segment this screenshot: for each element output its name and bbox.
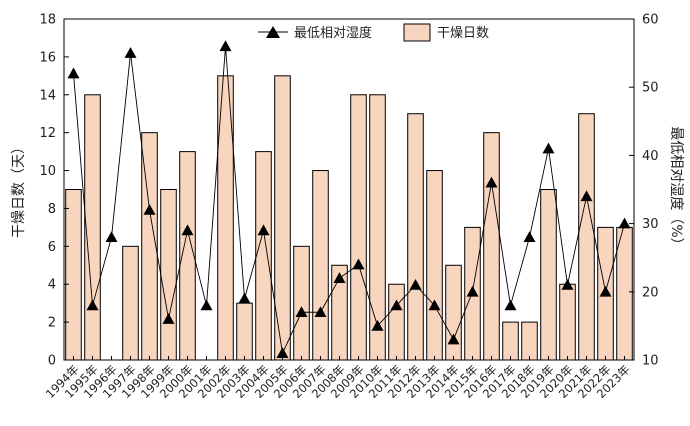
y2-tick-label: 60 [642, 13, 659, 28]
bar [407, 113, 424, 361]
bar [350, 94, 367, 361]
humidity-marker [390, 299, 403, 311]
humidity-marker [599, 285, 612, 297]
legend-triangle-marker [266, 26, 280, 38]
axes-layer [63, 18, 635, 361]
y-tick-label: 0 [48, 354, 56, 369]
bar [255, 151, 272, 361]
humidity-marker [162, 313, 175, 324]
y-tick-label: 10 [39, 164, 56, 179]
legend-bar-swatch [403, 23, 431, 42]
y2-tick-label: 40 [642, 149, 659, 164]
line-layer [67, 40, 631, 358]
humidity-marker [371, 319, 384, 331]
y2-tick-label: 10 [642, 354, 659, 369]
y-tick-label: 14 [39, 88, 56, 103]
y-tick-label: 4 [48, 278, 56, 293]
humidity-marker [86, 299, 99, 311]
humidity-marker [219, 40, 232, 52]
bar [312, 170, 329, 361]
bar [426, 170, 443, 361]
bar [388, 283, 405, 361]
bar [236, 302, 253, 361]
humidity-marker [200, 299, 213, 311]
legend: 最低相对湿度 干燥日数 [258, 23, 489, 42]
humidity-marker [447, 333, 460, 345]
y2-axis-label: 最低相对湿度（%） [668, 126, 684, 251]
humidity-marker [618, 217, 631, 229]
y-tick-label: 2 [48, 316, 56, 331]
bar [65, 189, 82, 361]
bar [578, 113, 595, 361]
humidity-marker [504, 299, 517, 311]
humidity-marker [105, 231, 118, 243]
plot-frame [63, 18, 635, 361]
y-tick-label: 18 [39, 13, 56, 28]
humidity-line [73, 46, 625, 355]
bar [293, 245, 310, 361]
humidity-marker [561, 278, 574, 290]
bar [84, 94, 101, 361]
y2-tick-label: 50 [642, 81, 659, 96]
bar [122, 245, 139, 361]
y-tick-label: 16 [39, 50, 56, 65]
y2-tick-label: 20 [642, 285, 659, 300]
humidity-marker [67, 67, 80, 79]
bar [540, 189, 557, 361]
humidity-marker [580, 190, 593, 202]
bar [445, 264, 462, 361]
humidity-marker [295, 306, 308, 318]
humidity-marker [143, 203, 156, 215]
humidity-marker [352, 258, 365, 270]
humidity-marker [523, 231, 536, 243]
bar [521, 321, 538, 361]
humidity-marker [428, 299, 441, 311]
bars-layer [65, 75, 633, 361]
bar [616, 226, 633, 361]
bar [483, 132, 500, 361]
humidity-marker [314, 306, 327, 318]
humidity-marker [409, 278, 422, 290]
legend-line-label: 最低相对湿度 [294, 25, 372, 41]
humidity-marker [257, 224, 270, 236]
humidity-marker [333, 272, 346, 283]
humidity-marker [238, 292, 251, 304]
humidity-marker [485, 176, 498, 188]
humidity-marker [124, 47, 137, 58]
bar [559, 283, 576, 361]
humidity-marker [276, 347, 289, 358]
y2-tick-label: 30 [642, 217, 659, 232]
bar [160, 189, 177, 361]
humidity-marker [181, 224, 194, 236]
humidity-marker [542, 142, 555, 154]
legend-bar-label: 干燥日数 [437, 26, 489, 41]
y-tick-label: 8 [48, 202, 56, 217]
y-axis-label: 干燥日数（天） [11, 140, 27, 238]
y-tick-label: 12 [39, 126, 56, 141]
y-tick-label: 6 [48, 240, 56, 255]
bar [502, 321, 519, 361]
humidity-marker [466, 285, 479, 297]
